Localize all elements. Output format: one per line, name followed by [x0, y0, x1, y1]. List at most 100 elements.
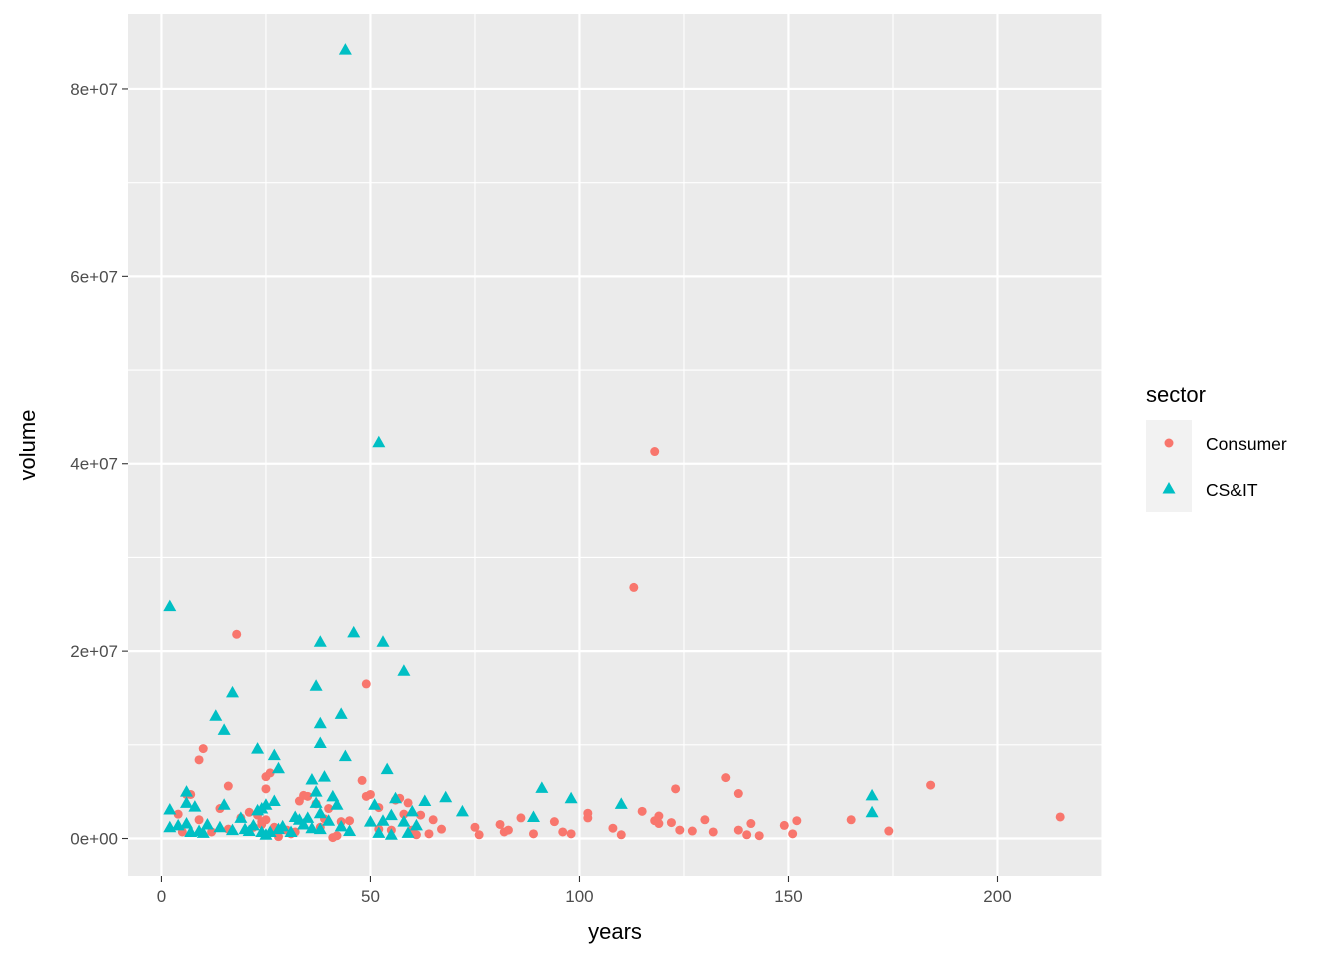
consumer-point	[474, 830, 484, 840]
csit-point	[380, 762, 394, 775]
consumer-point	[721, 773, 731, 783]
consumer-point	[244, 807, 254, 817]
y-tick-label: 0e+00	[70, 830, 118, 849]
consumer-point	[788, 829, 798, 839]
csit-point	[343, 824, 357, 837]
consumer-point	[261, 815, 271, 825]
y-tick-label: 2e+07	[70, 642, 118, 661]
csit-point	[234, 811, 248, 823]
consumer-point	[324, 804, 334, 814]
csit-point	[305, 821, 319, 834]
consumer-point	[503, 825, 513, 835]
consumer-point	[361, 679, 371, 689]
csit-point	[297, 817, 311, 830]
consumer-point	[654, 811, 664, 821]
consumer-point	[671, 784, 681, 794]
minor-gridlines	[128, 14, 1103, 876]
csit-point	[313, 716, 327, 729]
consumer-point	[549, 817, 559, 827]
csit-point	[338, 43, 352, 55]
consumer-point	[273, 832, 283, 842]
consumer-point	[884, 826, 894, 836]
csit-point	[180, 817, 194, 829]
csit-point	[397, 815, 411, 827]
csit-point	[163, 802, 177, 815]
csit-point	[217, 798, 231, 810]
consumer-point	[365, 789, 375, 799]
consumer-point	[207, 827, 217, 837]
csit-point	[397, 664, 411, 676]
consumer-point	[357, 775, 367, 785]
csit-point	[305, 772, 319, 785]
csit-point	[313, 806, 327, 819]
csit-point	[267, 748, 281, 761]
consumer-point	[516, 813, 526, 823]
y-axis: 0e+00 2e+07 4e+07 6e+07 8e+07	[70, 80, 128, 849]
y-tick-label: 8e+07	[70, 80, 118, 99]
csit-point	[372, 435, 386, 448]
consumer-point	[742, 830, 752, 840]
consumer-point	[198, 744, 208, 754]
csit-point	[535, 781, 549, 793]
csit-point	[276, 819, 290, 832]
csit-point	[405, 804, 419, 817]
csit-point	[439, 790, 453, 803]
csit-point	[389, 791, 403, 804]
consumer-point	[303, 791, 313, 801]
major-gridlines	[128, 14, 1102, 876]
csit-point	[376, 814, 390, 826]
csit-point	[338, 749, 352, 762]
csit-point	[251, 742, 265, 754]
consumer-point	[416, 810, 426, 820]
consumer-point	[265, 768, 275, 778]
consumer-point	[403, 798, 413, 808]
csit-point	[163, 599, 177, 612]
csit-point	[180, 785, 194, 797]
csit-point	[313, 635, 327, 647]
consumer-point	[566, 829, 576, 839]
consumer-point	[650, 447, 660, 457]
consumer-point	[754, 831, 764, 841]
csit-point	[376, 635, 390, 647]
csit-point	[330, 798, 344, 810]
consumer-point	[846, 815, 856, 825]
consumer-point	[345, 816, 355, 826]
x-tick-label: 150	[774, 887, 802, 906]
csit-point	[259, 798, 273, 810]
csit-point	[418, 794, 432, 807]
csit-point	[226, 685, 240, 698]
consumer-point	[792, 816, 802, 826]
consumer-point	[779, 820, 789, 830]
csit-point	[455, 804, 469, 817]
csit-point	[526, 810, 540, 822]
x-tick-label: 100	[565, 887, 593, 906]
legend-marker-consumer	[1164, 438, 1174, 448]
csit-point	[301, 811, 315, 823]
consumer-point	[687, 826, 697, 836]
csit-point	[213, 820, 227, 833]
csit-point	[334, 707, 348, 719]
consumer-point	[495, 819, 505, 829]
csit-point	[409, 818, 423, 831]
csit-point	[188, 800, 202, 812]
consumer-point	[223, 781, 233, 791]
y-tick-label: 6e+07	[70, 267, 118, 286]
csit-point	[309, 679, 323, 691]
consumer-point	[558, 827, 568, 837]
legend-marker-csit	[1162, 482, 1176, 494]
consumer-point	[608, 823, 618, 833]
consumer-point	[437, 824, 447, 834]
consumer-point	[637, 806, 647, 816]
consumer-point	[173, 809, 183, 819]
consumer-point	[528, 829, 538, 839]
y-axis-title: volume	[15, 410, 40, 481]
consumer-point	[926, 780, 936, 790]
x-axis-title: years	[588, 919, 642, 944]
csit-point	[564, 791, 578, 804]
csit-point	[309, 796, 323, 808]
consumer-point	[700, 815, 710, 825]
csit-point	[313, 736, 327, 748]
consumer-point	[1055, 812, 1065, 822]
csit-point	[334, 819, 348, 832]
